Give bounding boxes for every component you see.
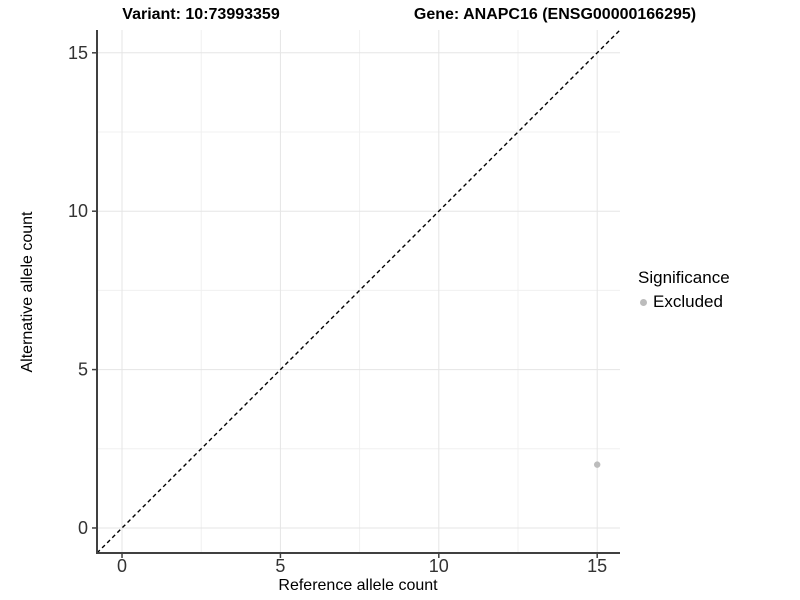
legend-key-dot-icon xyxy=(640,298,647,306)
y-axis-label: Alternative allele count xyxy=(19,211,36,373)
legend: Significance Excluded xyxy=(638,268,730,312)
variant-title: Variant: 10:73993359 xyxy=(122,6,280,23)
x-tick-label: 10 xyxy=(429,556,449,576)
legend-title: Significance xyxy=(638,268,730,287)
legend-items: Excluded xyxy=(638,292,730,312)
x-axis-label: Reference allele count xyxy=(278,577,438,594)
x-tick-label: 15 xyxy=(587,556,607,576)
data-point-excluded xyxy=(593,461,601,468)
y-tick-label: 5 xyxy=(78,360,88,380)
legend-item-label: Excluded xyxy=(653,292,723,311)
x-tick-label: 5 xyxy=(275,556,285,576)
x-tick-label: 0 xyxy=(117,556,127,576)
gene-title: Gene: ANAPC16 (ENSG00000166295) xyxy=(413,6,697,23)
y-tick-label: 15 xyxy=(68,43,88,63)
identity-line xyxy=(96,29,621,554)
y-tick-label: 10 xyxy=(68,201,88,221)
legend-item-excluded: Excluded xyxy=(638,292,730,312)
y-tick-label: 0 xyxy=(78,518,88,538)
